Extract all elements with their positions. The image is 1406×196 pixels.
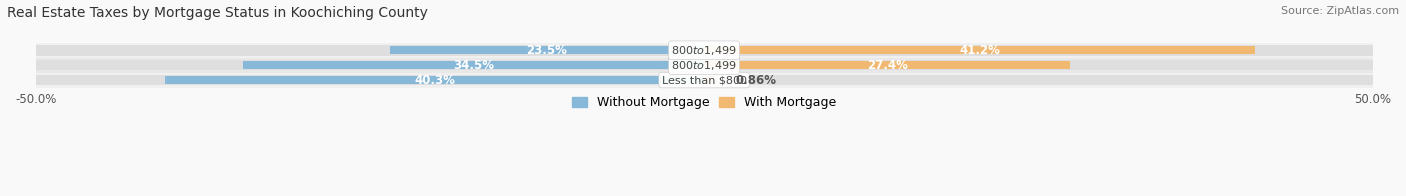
Bar xyxy=(389,46,704,54)
Bar xyxy=(35,43,1372,58)
Bar xyxy=(35,58,1372,73)
Text: Less than $800: Less than $800 xyxy=(662,75,747,85)
Text: 34.5%: 34.5% xyxy=(453,59,494,72)
Text: Real Estate Taxes by Mortgage Status in Koochiching County: Real Estate Taxes by Mortgage Status in … xyxy=(7,6,427,20)
Text: 23.5%: 23.5% xyxy=(527,44,568,57)
Text: 40.3%: 40.3% xyxy=(415,74,456,87)
Text: 41.2%: 41.2% xyxy=(959,44,1000,57)
Text: $800 to $1,499: $800 to $1,499 xyxy=(671,59,737,72)
Bar xyxy=(35,75,1372,85)
Legend: Without Mortgage, With Mortgage: Without Mortgage, With Mortgage xyxy=(567,91,842,114)
Bar xyxy=(166,76,704,84)
Text: 0.86%: 0.86% xyxy=(735,74,776,87)
Text: 27.4%: 27.4% xyxy=(868,59,908,72)
Bar xyxy=(704,46,1256,54)
Bar xyxy=(704,76,716,84)
Bar xyxy=(35,45,1372,55)
Bar xyxy=(35,73,1372,88)
Text: $800 to $1,499: $800 to $1,499 xyxy=(671,44,737,57)
Bar xyxy=(243,61,704,69)
Text: Source: ZipAtlas.com: Source: ZipAtlas.com xyxy=(1281,6,1399,16)
Bar xyxy=(704,61,1070,69)
Bar xyxy=(35,60,1372,71)
